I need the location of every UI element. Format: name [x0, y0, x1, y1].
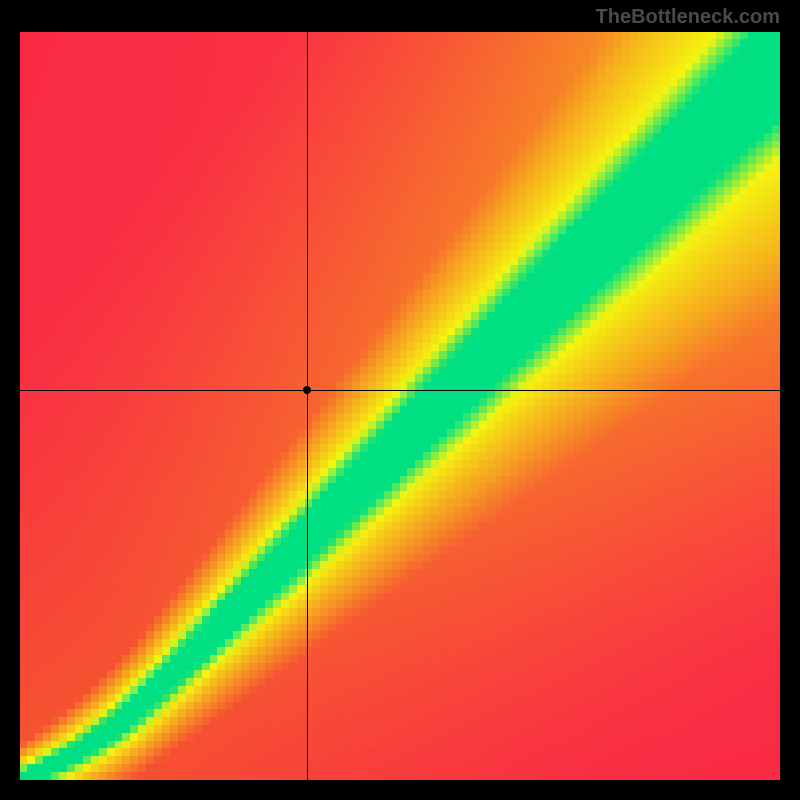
watermark-text: TheBottleneck.com [596, 6, 780, 29]
crosshair-vertical [307, 32, 308, 780]
crosshair-horizontal [20, 390, 780, 391]
heatmap-canvas [20, 32, 780, 780]
crosshair-dot [303, 386, 311, 394]
heatmap-plot [20, 32, 780, 780]
